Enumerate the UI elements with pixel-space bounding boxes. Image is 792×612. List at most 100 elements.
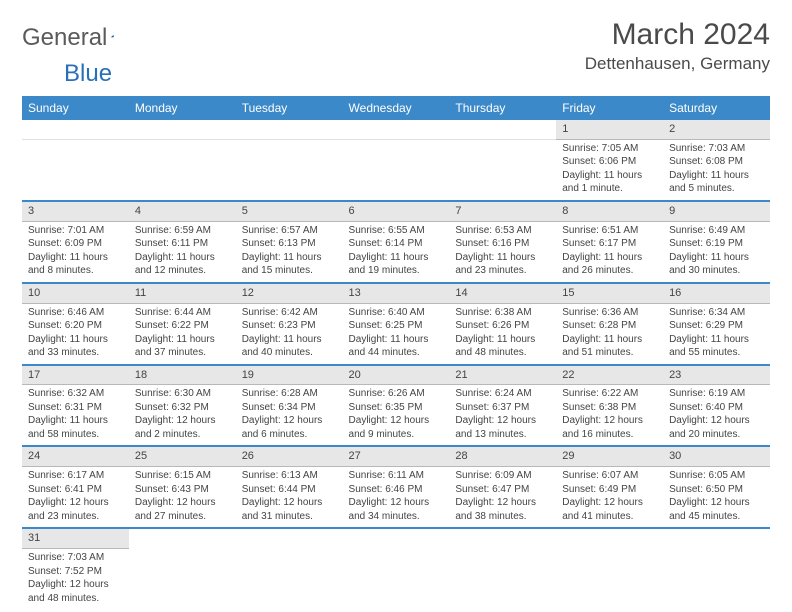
day-number: 13 [343, 284, 450, 304]
daylight-text: Daylight: 12 hours and 48 minutes. [28, 578, 123, 605]
day-cell: 6Sunrise: 6:55 AMSunset: 6:14 PMDaylight… [343, 201, 450, 283]
daylight-text: Daylight: 11 hours and 26 minutes. [562, 251, 657, 278]
daylight-text: Daylight: 11 hours and 48 minutes. [455, 333, 550, 360]
day-cell: 7Sunrise: 6:53 AMSunset: 6:16 PMDaylight… [449, 201, 556, 283]
day-body: Sunrise: 6:38 AMSunset: 6:26 PMDaylight:… [449, 304, 556, 364]
day-number: 27 [343, 447, 450, 467]
sunrise-text: Sunrise: 6:40 AM [349, 306, 444, 320]
day-body: Sunrise: 6:42 AMSunset: 6:23 PMDaylight:… [236, 304, 343, 364]
logo-word1: General [22, 24, 107, 52]
sunset-text: Sunset: 6:13 PM [242, 237, 337, 251]
sunrise-text: Sunrise: 6:11 AM [349, 469, 444, 483]
day-cell: 23Sunrise: 6:19 AMSunset: 6:40 PMDayligh… [663, 365, 770, 447]
daylight-text: Daylight: 11 hours and 19 minutes. [349, 251, 444, 278]
day-cell: 19Sunrise: 6:28 AMSunset: 6:34 PMDayligh… [236, 365, 343, 447]
day-cell [449, 120, 556, 201]
day-number: 15 [556, 284, 663, 304]
day-number: 2 [663, 120, 770, 140]
sunset-text: Sunset: 7:52 PM [28, 565, 123, 579]
daylight-text: Daylight: 11 hours and 5 minutes. [669, 169, 764, 196]
day-body: Sunrise: 6:24 AMSunset: 6:37 PMDaylight:… [449, 385, 556, 445]
daylight-text: Daylight: 11 hours and 51 minutes. [562, 333, 657, 360]
sunset-text: Sunset: 6:09 PM [28, 237, 123, 251]
sunrise-text: Sunrise: 6:07 AM [562, 469, 657, 483]
daylight-text: Daylight: 12 hours and 23 minutes. [28, 496, 123, 523]
sunrise-text: Sunrise: 6:51 AM [562, 224, 657, 238]
sunrise-text: Sunrise: 6:30 AM [135, 387, 230, 401]
day-header: Wednesday [343, 96, 450, 120]
day-body: Sunrise: 6:57 AMSunset: 6:13 PMDaylight:… [236, 222, 343, 282]
day-cell: 21Sunrise: 6:24 AMSunset: 6:37 PMDayligh… [449, 365, 556, 447]
day-body: Sunrise: 7:01 AMSunset: 6:09 PMDaylight:… [22, 222, 129, 282]
page-title-location: Dettenhausen, Germany [585, 54, 770, 74]
daylight-text: Daylight: 11 hours and 8 minutes. [28, 251, 123, 278]
day-body: Sunrise: 6:15 AMSunset: 6:43 PMDaylight:… [129, 467, 236, 527]
daylight-text: Daylight: 12 hours and 41 minutes. [562, 496, 657, 523]
sunrise-text: Sunrise: 6:19 AM [669, 387, 764, 401]
sunrise-text: Sunrise: 6:09 AM [455, 469, 550, 483]
day-body: Sunrise: 6:55 AMSunset: 6:14 PMDaylight:… [343, 222, 450, 282]
logo: General [22, 24, 135, 52]
day-number: 19 [236, 366, 343, 386]
day-body: Sunrise: 6:36 AMSunset: 6:28 PMDaylight:… [556, 304, 663, 364]
day-number: 3 [22, 202, 129, 222]
sunrise-text: Sunrise: 6:36 AM [562, 306, 657, 320]
day-cell [236, 120, 343, 201]
day-number: 29 [556, 447, 663, 467]
daylight-text: Daylight: 12 hours and 38 minutes. [455, 496, 550, 523]
day-header-row: SundayMondayTuesdayWednesdayThursdayFrid… [22, 96, 770, 120]
day-cell [556, 528, 663, 609]
sunset-text: Sunset: 6:11 PM [135, 237, 230, 251]
day-number: 16 [663, 284, 770, 304]
day-body: Sunrise: 6:51 AMSunset: 6:17 PMDaylight:… [556, 222, 663, 282]
week-row: 10Sunrise: 6:46 AMSunset: 6:20 PMDayligh… [22, 283, 770, 365]
sunset-text: Sunset: 6:16 PM [455, 237, 550, 251]
day-body: Sunrise: 6:30 AMSunset: 6:32 PMDaylight:… [129, 385, 236, 445]
sunrise-text: Sunrise: 6:44 AM [135, 306, 230, 320]
daylight-text: Daylight: 11 hours and 58 minutes. [28, 414, 123, 441]
sunrise-text: Sunrise: 6:42 AM [242, 306, 337, 320]
daylight-text: Daylight: 12 hours and 9 minutes. [349, 414, 444, 441]
day-body: Sunrise: 6:53 AMSunset: 6:16 PMDaylight:… [449, 222, 556, 282]
sunset-text: Sunset: 6:20 PM [28, 319, 123, 333]
daylight-text: Daylight: 11 hours and 40 minutes. [242, 333, 337, 360]
day-cell: 18Sunrise: 6:30 AMSunset: 6:32 PMDayligh… [129, 365, 236, 447]
day-body: Sunrise: 7:05 AMSunset: 6:06 PMDaylight:… [556, 140, 663, 200]
sunset-text: Sunset: 6:19 PM [669, 237, 764, 251]
day-number: 31 [22, 529, 129, 549]
daylight-text: Daylight: 12 hours and 6 minutes. [242, 414, 337, 441]
sunset-text: Sunset: 6:50 PM [669, 483, 764, 497]
day-body: Sunrise: 7:03 AMSunset: 6:08 PMDaylight:… [663, 140, 770, 200]
day-number: 12 [236, 284, 343, 304]
day-header: Monday [129, 96, 236, 120]
day-body: Sunrise: 6:44 AMSunset: 6:22 PMDaylight:… [129, 304, 236, 364]
day-body: Sunrise: 6:59 AMSunset: 6:11 PMDaylight:… [129, 222, 236, 282]
sunrise-text: Sunrise: 6:53 AM [455, 224, 550, 238]
day-cell: 5Sunrise: 6:57 AMSunset: 6:13 PMDaylight… [236, 201, 343, 283]
day-body: Sunrise: 6:09 AMSunset: 6:47 PMDaylight:… [449, 467, 556, 527]
day-header: Friday [556, 96, 663, 120]
day-number: 24 [22, 447, 129, 467]
day-body: Sunrise: 6:32 AMSunset: 6:31 PMDaylight:… [22, 385, 129, 445]
logo-sail-icon [111, 26, 115, 46]
day-cell: 15Sunrise: 6:36 AMSunset: 6:28 PMDayligh… [556, 283, 663, 365]
title-block: March 2024 Dettenhausen, Germany [585, 18, 770, 74]
sunrise-text: Sunrise: 7:05 AM [562, 142, 657, 156]
sunrise-text: Sunrise: 6:59 AM [135, 224, 230, 238]
daylight-text: Daylight: 11 hours and 15 minutes. [242, 251, 337, 278]
sunset-text: Sunset: 6:08 PM [669, 155, 764, 169]
day-cell: 14Sunrise: 6:38 AMSunset: 6:26 PMDayligh… [449, 283, 556, 365]
sunset-text: Sunset: 6:40 PM [669, 401, 764, 415]
sunset-text: Sunset: 6:43 PM [135, 483, 230, 497]
day-body: Sunrise: 6:17 AMSunset: 6:41 PMDaylight:… [22, 467, 129, 527]
day-number: 11 [129, 284, 236, 304]
day-number: 22 [556, 366, 663, 386]
sunset-text: Sunset: 6:44 PM [242, 483, 337, 497]
day-cell: 3Sunrise: 7:01 AMSunset: 6:09 PMDaylight… [22, 201, 129, 283]
day-cell [663, 528, 770, 609]
daylight-text: Daylight: 12 hours and 13 minutes. [455, 414, 550, 441]
day-header: Sunday [22, 96, 129, 120]
day-cell: 27Sunrise: 6:11 AMSunset: 6:46 PMDayligh… [343, 446, 450, 528]
day-cell: 9Sunrise: 6:49 AMSunset: 6:19 PMDaylight… [663, 201, 770, 283]
day-number: 6 [343, 202, 450, 222]
